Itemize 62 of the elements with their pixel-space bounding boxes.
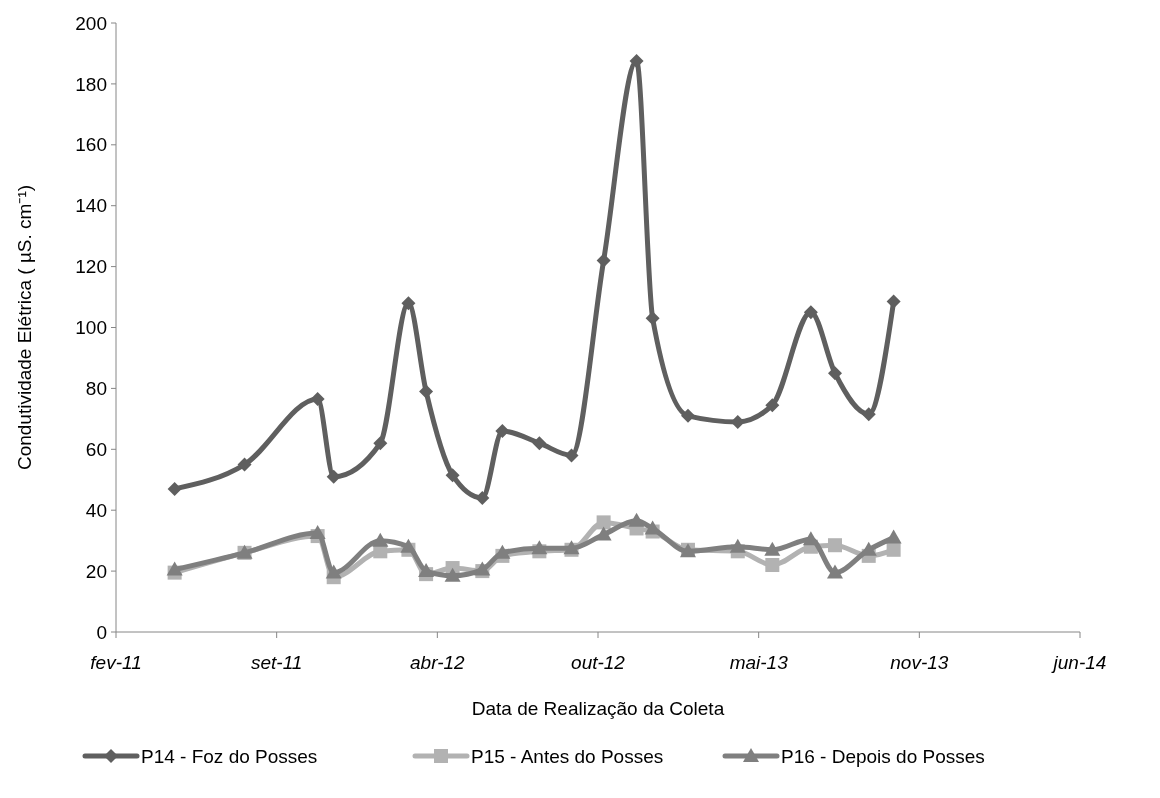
point [564,448,579,463]
point [885,529,902,544]
y-tick-label: 140 [75,195,107,217]
point [309,525,326,540]
point [326,469,341,484]
y-tick-label: 200 [75,12,107,34]
y-tick-label: 160 [75,134,107,156]
point [596,515,611,530]
point [166,561,183,576]
point [531,540,548,555]
point [886,542,901,557]
point [475,491,490,506]
point [729,538,746,553]
y-tick-label: 40 [85,499,107,521]
point [444,567,461,582]
legend-label: P14 - Foz do Posses [141,745,318,767]
point [418,563,435,578]
x-tick-label: set-11 [250,652,303,673]
point [886,294,901,309]
point [595,526,612,541]
y-tick-label: 100 [75,317,107,339]
x-tick-label: abr-12 [410,652,466,673]
point [628,512,645,527]
y-tick-label: 60 [85,438,107,460]
y-tick-label: 80 [85,378,107,400]
x-tick-label: mai-13 [729,652,789,673]
point [861,407,876,422]
point [645,311,660,326]
point [764,541,781,556]
point [803,305,818,320]
y-tick-label: 180 [75,73,107,95]
point [419,384,434,399]
x-tick-label: jun-14 [1050,652,1107,673]
point [237,457,252,472]
x-tick-label: nov-13 [890,652,949,673]
point [373,436,388,451]
point [400,538,417,553]
x-tick-label: fev-11 [90,652,142,673]
point [532,436,547,451]
point [401,296,416,311]
x-tick-label: out-12 [571,652,626,673]
point [680,408,695,423]
point [310,392,325,407]
point [827,366,842,381]
point [445,468,460,483]
point [372,532,389,547]
point [167,481,182,496]
y-tick-label: 0 [96,621,107,643]
x-axis-title: Data de Realização da Coleta [471,698,725,719]
point [325,564,342,579]
legend-label: P16 - Depois do Posses [781,745,985,767]
y-tick-label: 120 [75,256,107,278]
y-tick-label: 20 [85,560,107,582]
point [495,424,510,439]
point [765,558,780,573]
point [827,538,842,553]
y-axis-title: Condutividade Elétrica ( µS. cm⁻¹) [13,184,35,471]
point [629,54,644,69]
legend-label: P15 - Antes do Posses [471,745,664,767]
point [765,398,780,413]
point [596,253,611,268]
point [826,564,843,579]
